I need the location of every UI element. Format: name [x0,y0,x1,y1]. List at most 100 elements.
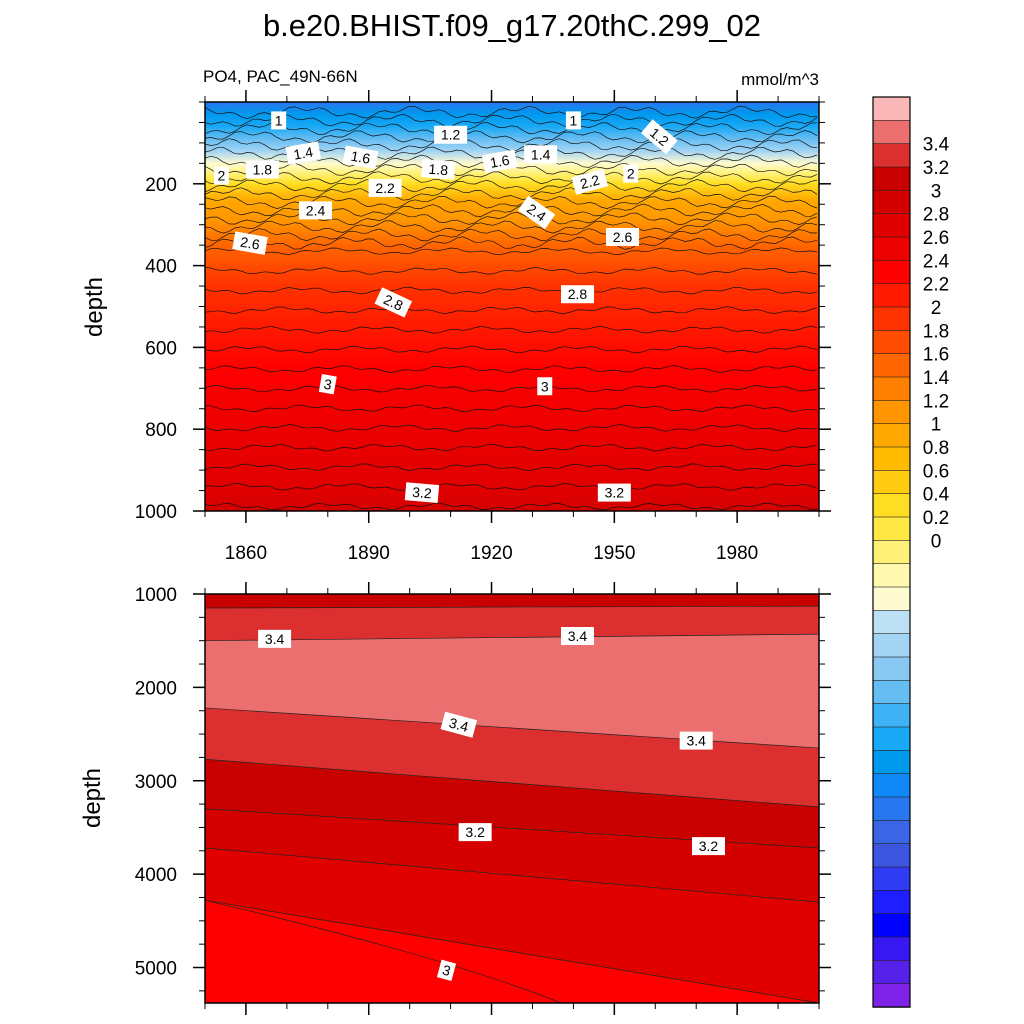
lower-contour-label-box [691,837,725,856]
upper-contour-label: 3 [318,374,337,395]
upper-contour-label-text: 1.6 [489,152,511,171]
colorbar-swatch [872,913,911,938]
colorbar-label: 1.4 [923,368,950,389]
y-tick-label: 200 [145,175,177,196]
upper-contour-label: 1.4 [285,141,322,165]
lower-contour-label-text: 3.4 [686,733,706,749]
colorbar-swatch [872,983,911,1008]
upper-contour-label-box [232,231,268,255]
upper-contour-label-box [285,141,322,165]
upper-contour-label-box [271,111,287,130]
lower-band [205,808,819,903]
upper-contour-label-box [404,482,440,503]
lower-contour-labels: 3.4 3.4 3.4 3.4 3.2 3.2 3 [258,627,725,981]
lower-contour-label-text: 3.4 [265,631,285,647]
colorbar-swatch [872,703,911,728]
colorbar-swatch [872,306,911,332]
lower-band [205,707,819,807]
upper-contour-label-box [368,178,402,197]
lower-contour-label-box [560,627,594,646]
upper-contour-label-text: 2.6 [613,229,633,245]
upper-contour-label: 2.2 [368,178,402,197]
colorbar-swatch [872,656,911,682]
upper-contour-lines [205,105,818,511]
colorbar-swatch [872,376,911,402]
colorbar-swatch [872,120,911,145]
lower-y-axis: 1000 2000 3000 4000 5000 [135,585,831,992]
y-tick-label: 4000 [135,865,177,886]
lower-contour-label-text: 3.2 [465,824,485,840]
upper-contour-label-box [299,201,333,220]
y-tick-label: 2000 [135,678,177,699]
colorbar-swatch [872,260,911,285]
upper-contour-line [205,113,818,127]
upper-contour-line [205,384,818,393]
upper-contour-label: 1.6 [342,145,379,169]
upper-contour-label-text: 2 [217,168,225,184]
upper-contour-label: 2.8 [374,287,413,318]
y-tick-label: 400 [145,257,177,278]
upper-contour-line [205,365,818,373]
colorbar-swatch [872,610,911,635]
upper-contour-label-box [245,160,279,179]
upper-contour-label-text: 2 [627,166,635,182]
upper-contour-line [205,306,818,314]
upper-contour-label-box [524,145,558,164]
colorbar-label: 0.6 [923,461,949,482]
colorbar-label: 3.2 [923,158,949,179]
lower-contour-label-text: 3.4 [568,628,588,644]
colorbar-swatch [872,726,911,752]
lower-contour-label-text: 3.2 [699,838,719,854]
upper-contour-line [205,105,818,119]
colorbar-swatch [872,773,911,798]
lower-band [205,594,819,609]
upper-contour-label-text: 1.4 [292,144,314,163]
colorbar-label: 1.6 [923,345,949,366]
x-axis: 1860 1890 1920 1950 1980 [204,90,820,564]
upper-contour-label-box [481,149,518,174]
lower-contour-line [205,847,819,903]
colorbar-swatch [872,820,911,845]
upper-contour-line [205,345,818,354]
lower-contour-label-box [679,731,713,750]
upper-contour-label-text: 1.2 [441,127,461,143]
variable-label: PO4, PAC_49N-66N [203,67,358,86]
upper-contour-label-box [374,287,413,318]
upper-contour-label: 3 [537,377,553,396]
lower-contour-label: 3.4 [258,629,292,648]
upper-contour-label-box [623,164,639,183]
lower-contour-label-box [458,823,492,842]
colorbar-label: 1.2 [923,391,949,412]
upper-contour-label-box [421,159,456,180]
colorbar-label: 0.4 [923,485,950,506]
upper-contour-label-text: 2.4 [306,202,326,218]
colorbar-swatch [872,936,911,962]
colorbar-swatch [872,166,911,192]
colorbar-swatch [872,960,911,985]
upper-contour-label-text: 2.2 [375,180,395,196]
upper-contour-line [205,122,818,136]
colorbar-swatch [872,470,911,495]
colorbar-swatch [872,516,911,542]
colorbar-label: 0 [931,531,942,552]
y-tick-label: 600 [145,338,177,359]
upper-contour-label: 2.4 [299,201,333,220]
upper-contour-label-box [537,377,553,396]
upper-panel: 1 11.2 1.21.4 1.41.6 1.61.8 1.82 22.2 2.22.4 2.4… [81,90,831,564]
upper-contour-label: 1.8 [245,160,279,179]
upper-contour-label-box [597,483,631,502]
colorbar-label: 3.4 [923,135,950,156]
upper-contour-label-box [606,227,640,246]
lower-contour-label: 3 [436,959,457,981]
colorbar-swatch [872,563,911,588]
lower-band [205,634,819,749]
upper-contour-line [205,267,818,275]
lower-band [205,847,819,1003]
upper-contour-line [205,404,818,413]
upper-contour-label-text: 1.6 [350,148,372,167]
upper-contour-label-box [517,195,556,230]
colorbar-swatch [872,493,911,518]
lower-contour-label-text: 3.4 [447,714,470,735]
upper-contour-label: 1.4 [524,145,558,164]
